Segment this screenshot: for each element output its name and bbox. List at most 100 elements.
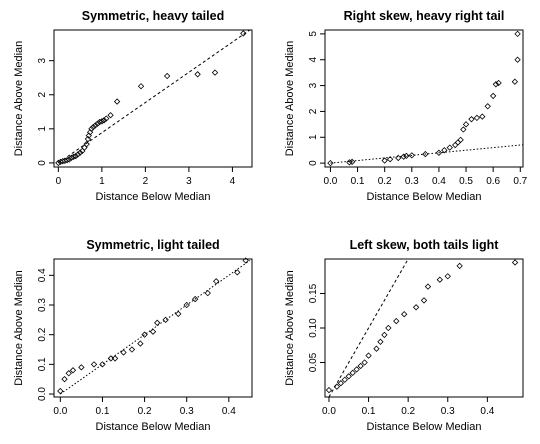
data-point [479,113,486,120]
y-tick-label: 0.10 [308,318,319,338]
y-tick-label: 1 [308,134,319,140]
reference-line [330,144,523,164]
data-point [333,383,341,390]
data-point [514,56,521,63]
x-tick-label: 0.4 [222,406,236,417]
data-point [57,387,64,395]
x-tick-label: 0 [56,176,62,187]
x-tick-label: 0.4 [480,406,494,417]
data-point [424,283,432,290]
y-tick-label: 0.1 [37,357,48,371]
chart-panel-3: Symmetric, light tailed 0.0 0.1 0.2 0.3 0.4 0.… [13,238,253,433]
x-tick-label: 0.2 [401,406,415,417]
data-point [65,370,72,377]
x-tick-label: 2 [143,176,149,187]
data-point [111,355,119,362]
data-point [357,362,364,370]
y-axis-label: Distance Above Median [284,41,296,157]
data-point [120,349,127,356]
data-point [55,159,62,167]
data-point [74,151,82,158]
data-point [492,81,500,88]
data-point [141,331,148,338]
data-point [381,331,388,339]
data-point [78,364,85,371]
data-point [420,297,428,304]
data-point [113,98,121,105]
y-tick-label: 0 [308,160,319,166]
x-tick-label: 0.0 [53,406,67,417]
data-point [68,154,75,161]
data-point [441,147,448,154]
plot-frame [53,258,253,398]
data-point [70,153,77,160]
data-point [484,103,491,110]
reference-line [60,260,251,395]
y-tick-label: 3 [308,82,319,88]
data-point [90,361,98,368]
data-point [98,118,106,125]
data-point [386,156,394,163]
data-point [89,123,97,131]
x-tick-label: 0.3 [405,176,419,187]
data-point [96,118,103,126]
reference-line [58,30,251,164]
x-tick-label: 0.4 [432,176,446,187]
data-point [473,114,481,122]
x-tick-label: 0.1 [362,406,376,417]
data-point [107,355,115,362]
data-point [353,366,360,373]
data-point [457,136,464,144]
data-point [211,69,219,76]
data-point [377,338,384,345]
data-point [213,278,220,285]
data-point [72,152,79,160]
data-point [100,117,108,124]
data-point [452,141,459,149]
data-point [444,273,451,280]
data-point [175,310,182,318]
x-axis-label: Distance Below Median [367,191,482,203]
data-point [365,352,372,359]
x-tick-label: 4 [230,176,236,187]
y-axis-label: Distance Above Median [284,270,296,386]
data-point [137,340,144,347]
chart-title: Symmetric, light tailed [86,238,219,252]
y-tick-label: 3 [37,57,48,63]
data-point [489,92,497,100]
data-point [94,120,101,127]
data-point [412,304,420,311]
data-point [341,376,348,383]
y-tick-label: 0 [37,160,48,166]
y-tick-label: 2 [308,108,319,114]
data-point [103,115,110,122]
data-point [511,259,519,266]
data-point [63,157,71,164]
x-tick-label: 0.1 [351,176,365,187]
x-tick-label: 0.3 [180,406,194,417]
data-point [349,369,356,377]
data-point [454,139,462,146]
data-point [234,269,241,276]
data-point [163,72,171,80]
data-point [400,153,407,160]
data-point [345,373,352,380]
data-point [92,122,99,129]
data-point [337,380,345,387]
data-point [69,367,77,374]
y-axis-label: Distance Above Median [13,270,25,386]
data-point [149,328,157,335]
x-tick-label: 1 [99,176,105,187]
data-point [395,154,402,162]
y-tick-label: 0.05 [308,352,319,372]
reference-line [328,259,409,397]
data-point [61,376,68,383]
x-tick-label: 0.5 [459,176,473,187]
data-point [422,150,429,158]
data-point [154,319,161,326]
data-point [162,316,169,324]
data-point [408,152,415,159]
data-point [468,116,475,123]
data-point [446,144,453,151]
data-point [191,295,199,303]
